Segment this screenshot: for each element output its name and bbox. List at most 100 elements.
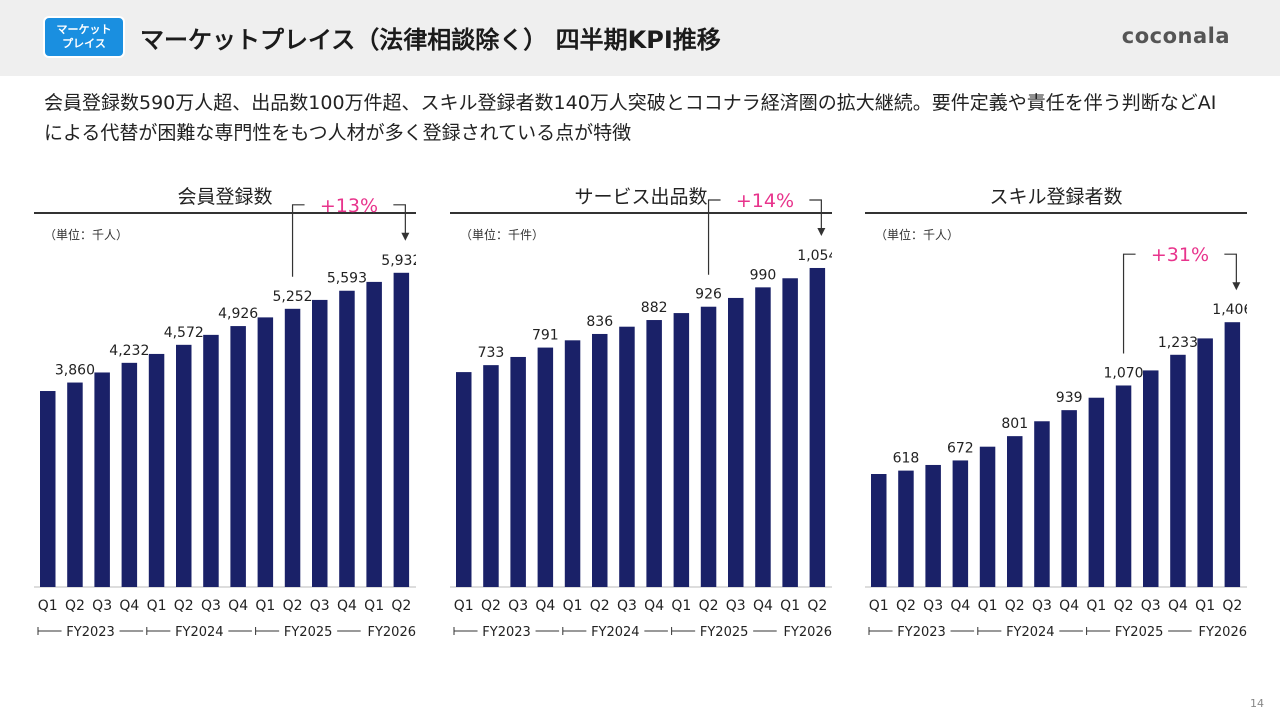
x-tick-label: Q4 xyxy=(535,598,555,614)
bar xyxy=(809,267,826,587)
x-tick-label: Q1 xyxy=(671,598,691,614)
bar xyxy=(456,372,472,587)
x-tick-label: Q2 xyxy=(1114,598,1134,614)
bar xyxy=(871,474,887,587)
growth-arrow-head xyxy=(817,227,826,236)
fiscal-year-label: FY2026 xyxy=(367,625,416,640)
bar xyxy=(1224,322,1241,587)
growth-bracket-left xyxy=(707,199,721,275)
x-tick-label: Q2 xyxy=(65,598,85,614)
x-tick-label: Q1 xyxy=(38,598,58,614)
fiscal-year-label: FY2023 xyxy=(66,625,115,640)
bar xyxy=(1143,370,1159,587)
fiscal-year-label: FY2024 xyxy=(175,625,224,640)
x-tick-label: Q4 xyxy=(950,598,970,614)
x-tick-label: Q3 xyxy=(201,598,221,614)
fiscal-year-label: FY2024 xyxy=(591,625,640,640)
x-tick-label: Q1 xyxy=(454,598,474,614)
growth-bracket-right xyxy=(809,199,822,229)
x-tick-label: Q4 xyxy=(753,598,773,614)
x-tick-label: Q1 xyxy=(869,598,889,614)
bar xyxy=(673,313,690,587)
bar xyxy=(257,317,274,587)
fy-label-bg xyxy=(586,621,645,639)
bar xyxy=(284,308,301,587)
x-tick-label: Q3 xyxy=(508,598,528,614)
data-label: 939 xyxy=(1056,390,1083,406)
growth-label: +13% xyxy=(320,195,378,217)
fiscal-year-label: FY2023 xyxy=(897,625,946,640)
bar-chart-members: Q1 3,860 Q2 Q3 4,232 Q4 Q1 4,572 Q2 Q3 4,926 Q4 Q1 5,… xyxy=(34,195,416,640)
x-tick-label: Q2 xyxy=(174,598,194,614)
x-tick-label: Q1 xyxy=(255,598,275,614)
x-tick-label: Q2 xyxy=(590,598,610,614)
fiscal-year-label: FY2024 xyxy=(1006,625,1055,640)
fiscal-year-label: FY2023 xyxy=(482,625,531,640)
data-label: 5,593 xyxy=(327,271,367,287)
bar xyxy=(952,460,969,587)
x-tick-label: Q3 xyxy=(923,598,943,614)
x-tick-label: Q2 xyxy=(1222,598,1242,614)
growth-bracket-right xyxy=(1224,253,1237,284)
chart-title: スキル登録者数 xyxy=(989,186,1123,208)
data-label: 1,233 xyxy=(1158,335,1198,351)
bar xyxy=(700,306,717,587)
bar xyxy=(925,464,941,587)
bar xyxy=(755,287,771,587)
data-label: 4,926 xyxy=(218,306,258,322)
bar xyxy=(1115,385,1132,587)
x-tick-label: Q3 xyxy=(617,598,637,614)
company-logo: coconala xyxy=(1121,24,1230,48)
x-tick-label: Q1 xyxy=(364,598,384,614)
bar xyxy=(483,365,499,587)
x-tick-label: Q3 xyxy=(1032,598,1052,614)
data-label: 733 xyxy=(478,345,505,361)
data-label: 672 xyxy=(947,440,974,456)
x-tick-label: Q4 xyxy=(119,598,139,614)
fiscal-year-label: FY2025 xyxy=(284,625,333,640)
fy-label-bg xyxy=(61,621,120,639)
title-rule xyxy=(34,212,416,214)
data-label: 882 xyxy=(641,300,668,316)
x-tick-label: Q2 xyxy=(807,598,827,614)
x-tick-label: Q1 xyxy=(1195,598,1215,614)
fy-label-bg xyxy=(1110,621,1169,639)
fy-label-bg xyxy=(170,621,229,639)
bar-chart-listings: Q1 733 Q2 Q3 791 Q4 Q1 836 Q2 Q3 882 Q4 Q1 926 Q2 Q3 990… xyxy=(450,190,832,640)
x-tick-label: Q1 xyxy=(147,598,167,614)
header-bar: マーケット プレイス マーケットプレイス（法律相談除く） 四半期KPI推移 co… xyxy=(0,0,1280,76)
badge-line2: プレイス xyxy=(62,37,106,50)
chart-panel-listings: サービス出品数 （単位：千件） Q1 733 Q2 Q3 791 Q4 Q1 836 Q2 Q3 8… xyxy=(450,178,832,648)
x-tick-label: Q2 xyxy=(1005,598,1025,614)
bar-chart-skills: Q1 618 Q2 Q3 672 Q4 Q1 801 Q2 Q3 939 Q4 Q1 1,070 Q2 Q3 1… xyxy=(865,244,1247,640)
x-tick-label: Q4 xyxy=(644,598,664,614)
x-tick-label: Q4 xyxy=(337,598,357,614)
data-label: 3,860 xyxy=(55,363,95,379)
fy-label-bg xyxy=(892,621,951,639)
x-tick-label: Q4 xyxy=(1168,598,1188,614)
page-title: マーケットプレイス（法律相談除く） 四半期KPI推移 xyxy=(140,26,721,54)
x-tick-label: Q1 xyxy=(780,598,800,614)
bar xyxy=(176,344,192,587)
data-label: 4,572 xyxy=(164,325,204,341)
x-tick-label: Q1 xyxy=(1086,598,1106,614)
growth-bracket-left xyxy=(291,204,305,277)
unit-note: （単位：千件） xyxy=(460,228,545,242)
bar xyxy=(564,340,581,587)
growth-arrow-head xyxy=(1232,282,1241,291)
bar xyxy=(1197,338,1213,587)
bar xyxy=(1034,421,1050,587)
bar xyxy=(366,281,382,587)
title-rule xyxy=(865,212,1247,214)
bar xyxy=(312,299,328,587)
x-tick-label: Q4 xyxy=(228,598,248,614)
bar xyxy=(1170,354,1186,587)
data-label: 1,070 xyxy=(1104,365,1144,381)
chart-panel-members: 会員登録数 （単位：千人） Q1 3,860 Q2 Q3 4,232 Q4 Q1 4,572 Q… xyxy=(34,178,416,648)
data-label: 801 xyxy=(1001,416,1028,432)
growth-bracket-left xyxy=(1122,253,1136,354)
unit-note: （単位：千人） xyxy=(875,228,960,242)
fiscal-year-label: FY2026 xyxy=(783,625,832,640)
bar xyxy=(619,326,635,587)
bar xyxy=(1007,436,1023,587)
